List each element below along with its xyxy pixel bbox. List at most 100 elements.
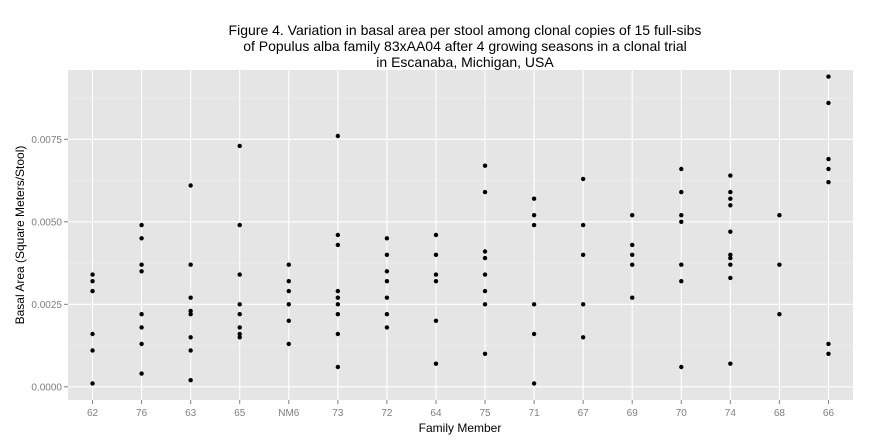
data-point — [482, 302, 488, 307]
x-tick-label: 68 — [774, 408, 786, 419]
x-tick-label: 72 — [381, 408, 393, 419]
x-tick-label: 71 — [529, 408, 541, 419]
data-point — [777, 312, 782, 317]
x-tick-label: 67 — [578, 408, 590, 419]
data-point — [90, 279, 95, 284]
data-point — [188, 308, 193, 314]
data-point — [433, 252, 439, 257]
data-point — [728, 189, 733, 195]
chart-title-line-2: of Populus alba family 83xAA04 after 4 g… — [243, 38, 687, 54]
data-point — [139, 236, 144, 241]
data-point — [433, 272, 439, 277]
data-point — [531, 381, 537, 386]
y-tick-label: 0.0025 — [31, 300, 62, 311]
x-tick-label: 66 — [823, 408, 835, 419]
data-point — [580, 222, 586, 228]
data-point — [728, 196, 733, 201]
data-point — [335, 364, 341, 370]
data-point — [384, 325, 390, 330]
data-point — [286, 288, 291, 294]
data-point — [237, 335, 242, 340]
data-point — [384, 312, 390, 317]
data-point — [728, 262, 733, 267]
data-point — [826, 100, 831, 106]
data-point — [826, 166, 831, 172]
data-point — [335, 232, 341, 238]
data-point — [188, 335, 193, 340]
data-point — [286, 318, 291, 323]
x-tick-label: 64 — [430, 408, 442, 419]
data-point — [679, 189, 684, 195]
x-tick-label: 69 — [627, 408, 639, 419]
data-point — [139, 262, 144, 267]
data-point — [188, 348, 193, 353]
data-point — [482, 255, 488, 261]
data-point — [139, 222, 144, 228]
data-point — [679, 364, 684, 370]
data-point — [630, 252, 635, 257]
data-point — [580, 302, 586, 307]
grid-minor — [68, 97, 853, 346]
data-point — [433, 361, 439, 366]
y-tick-label: 0.0000 — [31, 382, 62, 393]
data-point — [90, 272, 95, 277]
chart-title-line-3: in Escanaba, Michigan, USA — [376, 54, 554, 70]
data-point — [90, 348, 95, 353]
data-point — [188, 295, 193, 300]
data-point — [826, 341, 831, 347]
data-point — [384, 269, 390, 274]
y-axis-title: Basal Area (Square Meters/Stool) — [13, 146, 27, 325]
data-point — [777, 262, 782, 267]
x-tick-label: 75 — [479, 408, 491, 419]
x-tick-label: 63 — [185, 408, 197, 419]
data-point — [679, 213, 684, 218]
data-point — [630, 295, 635, 300]
data-point — [728, 361, 733, 366]
data-point — [384, 252, 390, 257]
data-point — [384, 295, 390, 300]
data-point — [433, 318, 439, 323]
x-tick-label: 62 — [87, 408, 99, 419]
x-tick-label: 74 — [725, 408, 737, 419]
data-point — [630, 242, 635, 248]
data-point — [531, 196, 537, 201]
data-point — [728, 252, 733, 257]
data-point — [237, 143, 242, 149]
data-point — [237, 222, 242, 228]
data-point — [433, 232, 439, 238]
data-point — [237, 331, 242, 337]
data-point — [237, 302, 242, 307]
data-points — [90, 74, 831, 386]
data-point — [335, 242, 341, 248]
data-point — [826, 156, 831, 162]
data-point — [482, 249, 488, 254]
data-point — [482, 351, 488, 356]
data-point — [90, 331, 95, 337]
data-point — [286, 302, 291, 307]
chart-title: Figure 4. Variation in basal area per st… — [229, 22, 702, 70]
data-point — [335, 133, 341, 139]
data-point — [335, 295, 341, 300]
data-point — [777, 213, 782, 218]
x-axis-title: Family Member — [419, 421, 502, 435]
data-point — [188, 378, 193, 383]
data-point — [237, 272, 242, 277]
data-point — [630, 213, 635, 218]
data-point — [139, 312, 144, 317]
data-point — [188, 262, 193, 267]
plot-panel — [68, 70, 853, 400]
y-axis-ticks: 0.0000 0.0025 0.0050 0.0075 — [31, 135, 68, 393]
data-point — [433, 279, 439, 284]
data-point — [826, 74, 831, 79]
y-tick-label: 0.0075 — [31, 135, 62, 146]
data-point — [679, 166, 684, 172]
x-tick-label: NM6 — [278, 408, 300, 419]
data-point — [188, 312, 193, 317]
data-point — [335, 302, 341, 307]
data-point — [482, 272, 488, 277]
data-point — [384, 279, 390, 284]
data-point — [90, 288, 95, 294]
data-point — [531, 302, 537, 307]
data-point — [826, 180, 831, 185]
